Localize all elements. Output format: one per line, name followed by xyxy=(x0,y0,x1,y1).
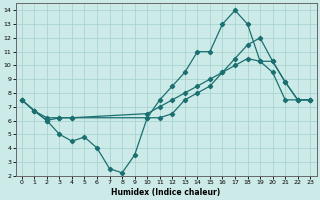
X-axis label: Humidex (Indice chaleur): Humidex (Indice chaleur) xyxy=(111,188,221,197)
